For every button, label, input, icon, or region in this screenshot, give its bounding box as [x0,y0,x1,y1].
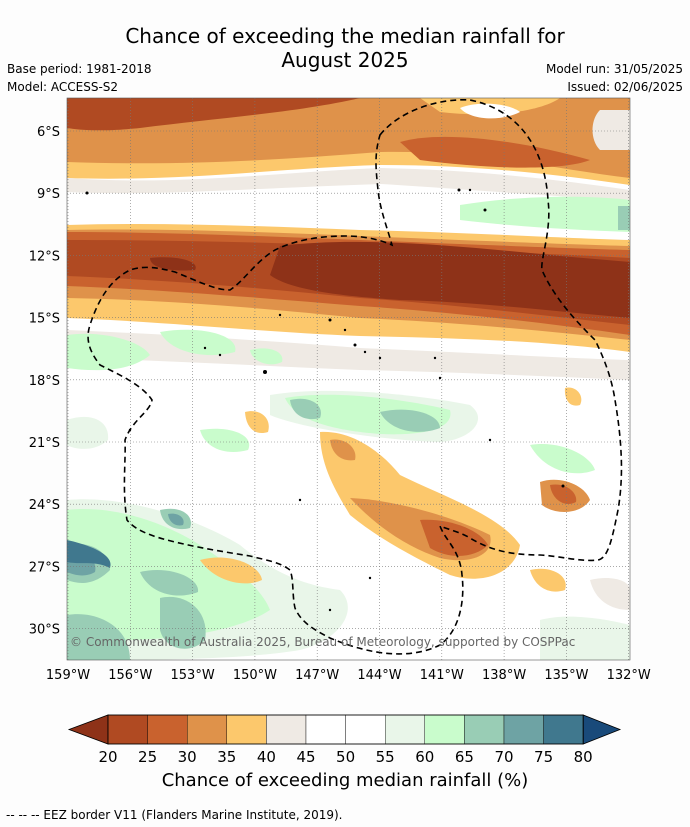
band-top-white [460,103,520,119]
colorbar-tick: 50 [336,748,355,766]
longitude-labels: 159°W 156°W 153°W 150°W 147°W 144°W 141°W 138°W… [46,668,651,683]
eez-border [87,99,623,655]
patch-se-35b [330,439,356,461]
lon-label: 132°W [607,668,651,683]
base-period: Base period: 1981-2018 [7,62,152,76]
colorbar-tick: 65 [455,748,474,766]
patch-sw-blue [67,540,111,568]
patch-green-c2 [200,428,250,452]
colorbar-swatch [385,714,426,745]
patch-e-40 [564,387,582,406]
colorbar-tick: 35 [217,748,236,766]
patch-40-c [245,411,269,434]
colorbar-tick: 45 [296,748,315,766]
colorbar-low-arrow [67,714,109,745]
lon-label: 135°W [544,668,588,683]
lat-label: 24°S [29,498,60,513]
title-line-2: August 2025 [281,48,409,72]
lat-label: 18°S [29,374,60,389]
patch-green-w2 [160,329,236,356]
colorbar-swatch [424,714,465,745]
colorbar-tick: 40 [257,748,276,766]
lon-label: 153°W [171,668,215,683]
lat-label: 15°S [29,312,60,327]
lon-label: 144°W [357,668,401,683]
latitude-labels: 6°S 9°S 12°S 15°S 18°S 21°S 24°S 27°S 30°S [29,125,60,638]
colorbar: 20 25 30 35 40 45 50 55 60 65 70 75 80 [67,714,622,766]
lon-label: 138°W [482,668,526,683]
patch-se-30 [420,519,488,556]
lon-label: 141°W [420,668,464,683]
map-frame [66,97,631,661]
colorbar-swatch [266,714,307,745]
patch-e-30 [550,484,577,505]
patch-teal-c2 [380,409,440,432]
copyright-note: © Commonwealth of Australia 2025, Bureau… [70,635,575,649]
lon-label: 156°W [108,668,152,683]
lat-label: 12°S [29,249,60,264]
lon-label: 147°W [295,668,339,683]
rainfall-map: © Commonwealth of Australia 2025, Bureau… [29,97,651,766]
colorbar-swatch [503,714,544,745]
patch-e-beige [590,578,630,610]
colorbar-tick: 55 [376,748,395,766]
band-top-25 [67,98,360,131]
colorbar-tick: 70 [494,748,513,766]
patch-lightgreen-w [67,416,109,449]
colorbar-tick: 80 [574,748,593,766]
colorbar-tick: 60 [415,748,434,766]
patch-teal-c1 [290,398,321,420]
meta-right: Model run: 31/05/2025 Issued: 02/06/2025 [546,60,683,96]
patch-green-w1 [67,333,150,371]
colorbar-tick: 75 [534,748,553,766]
issued-date: Issued: 02/06/2025 [567,80,683,94]
patch-se-lightgreen [540,616,630,660]
colorbar-swatch [186,714,227,745]
colorbar-swatch [226,714,267,745]
lat-label: 6°S [37,125,60,140]
lon-label: 150°W [233,668,277,683]
chart-title: Chance of exceeding the median rainfall … [0,24,690,72]
band-beige-1 [67,168,630,200]
patch-20-west [150,257,196,271]
colorbar-tick: 25 [138,748,157,766]
colorbar-tick: 20 [98,748,117,766]
islands [85,188,565,612]
colorbar-swatch [543,714,584,745]
model-run: Model run: 31/05/2025 [545,62,683,76]
eez-footnote: -- -- -- EEZ border V11 (Flanders Marine… [6,808,343,822]
band-main-20 [270,241,630,318]
lon-label: 159°W [46,668,90,683]
patch-ne-beige [592,110,630,150]
title-line-1: Chance of exceeding the median rainfall … [125,24,565,48]
band-top-30 [400,136,590,168]
colorbar-label: Chance of exceeding median rainfall (%) [161,770,529,791]
model-name: Model: ACCESS-S2 [7,80,119,94]
lat-label: 27°S [29,560,60,575]
patch-e-40b [530,568,566,592]
patch-sw-teal4 [168,513,184,526]
patch-sw-40 [200,557,262,584]
meta-left: Base period: 1981-2018 Model: ACCESS-S2 [7,60,152,96]
colorbar-swatch [345,714,386,745]
lat-label: 9°S [37,187,60,202]
gridlines [67,98,630,660]
colorbar-swatch [305,714,346,745]
map-fields [67,98,630,660]
colorbar-swatch [464,714,505,745]
patch-teal-ne [618,206,630,230]
colorbar-frame [107,714,584,745]
lat-label: 30°S [29,623,60,638]
patch-green-ne [460,196,630,232]
colorbar-tick: 30 [178,748,197,766]
lat-label: 21°S [29,436,60,451]
patch-sw-teal6 [160,596,206,649]
colorbar-high-arrow [582,714,622,745]
patch-sw-teal7 [67,614,130,660]
colorbar-swatch [107,714,148,745]
colorbar-swatch [147,714,188,745]
patch-green-e [530,444,595,474]
patch-sw-teal5 [140,570,199,596]
patch-green-w3 [250,348,283,365]
